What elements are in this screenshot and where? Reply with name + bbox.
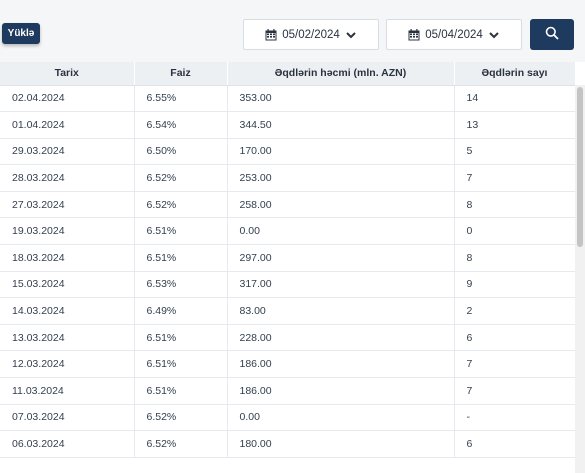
cell-count: 13 [454,111,575,139]
table-row: 07.03.2024 6.52% 0.00- [0,404,575,432]
date-from-value: 05/02/2024 [282,28,340,41]
cell-count: 14 [454,85,575,113]
cell-rate: 6.51% [134,324,228,352]
cell-volume: 0.00 [227,404,455,432]
date-to-picker[interactable]: 05/04/2024 [386,19,522,50]
table-row: 19.03.2024 6.51% 0.00 0 [0,217,575,246]
table-row: 27.03.2024 6.52% 258.00 8 [0,191,575,219]
table-row: 12.03.2024 6.51% 186.00 7 [0,350,575,379]
cell-volume: 258.00 [227,191,455,219]
cell-count: 5 [454,138,575,166]
date-from-picker[interactable]: 05/02/2024 [243,19,379,50]
calendar-icon [408,28,420,41]
cell-count: 6 [454,430,575,458]
cell-rate: 6.50% [134,138,228,166]
cell-date: 01.04.2024 [0,111,135,139]
search-button[interactable] [530,19,574,50]
cell-date: 27.03.2024 [0,191,135,219]
table-row: 02.04.2024 6.55% 353.00 14 [0,85,575,113]
cell-volume: 253.00 [227,164,455,192]
rates-table-container: Tarix Faiz Əqdlərin həcmi (mln. AZN) Əqd… [0,62,585,473]
cell-rate: 6.52% [134,164,228,192]
table-row: 15.03.2024 6.53% 317.00 9 [0,271,575,299]
cell-rate: 6.51% [134,244,228,272]
column-header-volume: Əqdlərin həcmi (mln. AZN) [227,62,455,86]
cell-rate: 6.51% [134,350,228,379]
cell-volume: 0.00 [227,217,455,246]
cell-volume: 186.00 [227,350,455,379]
cell-count: - [454,404,575,432]
cell-volume: 353.00 [227,85,455,113]
cell-rate: 6.53% [134,271,228,299]
calendar-icon [265,28,277,41]
table-row: 14.03.2024 6.49% 83.00 2 [0,297,575,325]
column-header-count: Əqdlərin sayı [454,62,576,86]
cell-rate: 6.51% [134,377,228,405]
cell-volume: 186.00 [227,377,455,405]
cell-date: 19.03.2024 [0,217,135,246]
cell-date: 15.03.2024 [0,271,135,299]
cell-date: 13.03.2024 [0,324,135,352]
table-row: 06.03.2024 6.52% 180.00 6 [0,430,575,458]
cell-rate: 6.55% [134,85,228,113]
cell-count: 8 [454,191,575,219]
cell-date: 06.03.2024 [0,430,135,458]
toolbar: Yüklə 05/02/2024 [0,0,585,62]
cell-count: 7 [454,377,575,405]
cell-volume: 170.00 [227,138,455,166]
chevron-down-icon [345,29,357,41]
cell-date: 02.04.2024 [0,85,135,113]
table-row: 18.03.2024 6.51% 297.00 8 [0,244,575,272]
rates-table: Tarix Faiz Əqdlərin həcmi (mln. AZN) Əqd… [0,62,576,458]
cell-count: 2 [454,297,575,325]
table-row: 01.04.2024 6.54% 344.50 13 [0,111,575,139]
cell-count: 9 [454,271,575,299]
cell-date: 18.03.2024 [0,244,135,272]
search-icon [545,25,559,44]
cell-count: 7 [454,350,575,379]
table-header-row: Tarix Faiz Əqdlərin həcmi (mln. AZN) Əqd… [0,62,576,86]
cell-date: 11.03.2024 [0,377,135,405]
cell-count: 8 [454,244,575,272]
cell-volume: 297.00 [227,244,455,272]
cell-volume: 83.00 [227,297,455,325]
column-header-rate: Faiz [134,62,228,86]
cell-rate: 6.54% [134,111,228,139]
cell-date: 12.03.2024 [0,350,135,379]
cell-date: 14.03.2024 [0,297,135,325]
cell-date: 07.03.2024 [0,404,135,432]
column-header-date: Tarix [0,62,135,86]
table-row: 29.03.2024 6.50% 170.00 5 [0,138,575,166]
table-row: 28.03.2024 6.52% 253.00 7 [0,164,575,192]
cell-count: 0 [454,217,575,246]
cell-volume: 228.00 [227,324,455,352]
cell-volume: 344.50 [227,111,455,139]
cell-rate: 6.52% [134,191,228,219]
upload-button[interactable]: Yüklə [2,23,40,44]
table-scrollbar[interactable] [575,85,585,473]
cell-rate: 6.52% [134,430,228,458]
table-row: 11.03.2024 6.51% 186.00 7 [0,377,575,405]
cell-count: 7 [454,164,575,192]
cell-rate: 6.52% [134,404,228,432]
chevron-down-icon [488,29,500,41]
scrollbar-thumb[interactable] [577,87,583,247]
cell-date: 28.03.2024 [0,164,135,192]
cell-count: 6 [454,324,575,352]
cell-volume: 317.00 [227,271,455,299]
date-to-value: 05/04/2024 [425,28,483,41]
cell-rate: 6.49% [134,297,228,325]
cell-date: 29.03.2024 [0,138,135,166]
cell-rate: 6.51% [134,217,228,246]
cell-volume: 180.00 [227,430,455,458]
table-row: 13.03.2024 6.51% 228.00 6 [0,324,575,352]
